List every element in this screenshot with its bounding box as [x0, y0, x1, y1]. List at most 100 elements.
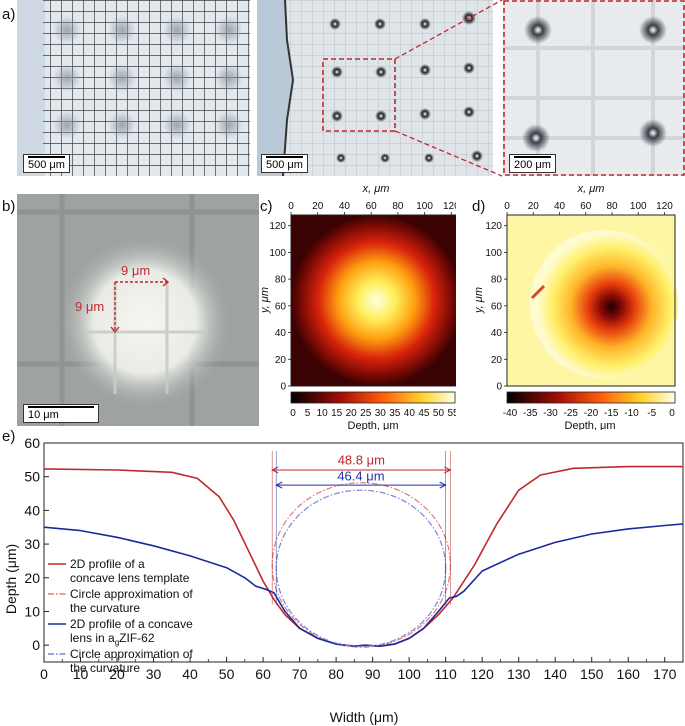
scale-bar-b: 10 μm: [23, 404, 99, 423]
micrograph-grid-template: 500 μm: [17, 0, 250, 176]
c-colorbar-tick-label: 35: [389, 408, 401, 419]
d-x-axis-label: x, μm: [577, 183, 605, 195]
series-circle-fit-3: [275, 489, 447, 648]
c-x-tick-label: 80: [392, 201, 404, 212]
legend-label-line1: 2D profile of a concave: [70, 617, 193, 631]
c-colorbar-tick-label: 0: [290, 408, 296, 419]
d-x-tick-label: 0: [504, 201, 510, 212]
zoom-connector-lines: [394, 0, 503, 177]
series-circle-fit-1: [271, 482, 452, 648]
x-tick-label: 20: [109, 666, 125, 682]
d-colorbar-tick-label: -40: [503, 408, 518, 419]
c-colorbar-tick-label: 50: [433, 408, 445, 419]
c-colorbar-label: Depth, μm: [348, 420, 399, 430]
y-tick-label: 50: [24, 469, 40, 485]
scale-bar-a3: 200 μm: [509, 154, 556, 173]
d-y-tick-label: 20: [491, 355, 503, 366]
x-tick-label: 100: [397, 666, 421, 682]
d-y-tick-label: 40: [491, 328, 503, 339]
series-profile-2: [43, 523, 684, 647]
d-colorbar-tick-label: -15: [604, 408, 619, 419]
d-colorbar-tick-label: -10: [624, 408, 639, 419]
legend-label-line2: concave lens template: [70, 571, 190, 585]
colorbar-d: [506, 391, 676, 404]
micrograph-zoomed: 200 μm: [503, 0, 685, 176]
micrograph-single-lens: 9 μm 9 μm 10 μm: [17, 194, 259, 426]
colorbar-c: [290, 391, 456, 404]
x-tick-label: 170: [653, 666, 677, 682]
c-y-tick-label: 0: [280, 382, 286, 393]
c-y-tick-label: 80: [275, 275, 287, 286]
depth-profile-chart: 0 10 20 30 40 50 60 70 80 90 100 110 120 130 140 150 160…: [3, 436, 684, 725]
heatmap-d: 0 20 40 60 80 100 120 0 20 40 60 80 100 120 x, μm y,…: [473, 183, 678, 430]
panel-label-b: b): [2, 198, 16, 215]
zoomed-lens-image: [503, 0, 685, 176]
d-y-tick-label: 120: [485, 221, 502, 232]
d-x-tick-label: 120: [656, 201, 673, 212]
b-vertical-dim: 9 μm: [75, 299, 104, 314]
c-y-tick-label: 60: [275, 301, 287, 312]
c-y-tick-label: 40: [275, 328, 287, 339]
d-colorbar-tick-label: 0: [669, 408, 675, 419]
x-tick-label: 110: [434, 666, 457, 682]
legend-label-line2: the curvature: [70, 661, 140, 675]
c-x-tick-label: 20: [312, 201, 324, 212]
b-horizontal-dim: 9 μm: [121, 263, 150, 278]
d-colorbar-tick-label: -30: [543, 408, 558, 419]
legend-label-line2: lens in agZIF-62: [70, 631, 155, 647]
d-y-tick-label: 60: [491, 301, 503, 312]
y-tick-label: 60: [24, 436, 40, 451]
c-x-tick-label: 100: [416, 201, 433, 212]
x-tick-label: 120: [470, 666, 494, 682]
x-tick-label: 50: [219, 666, 235, 682]
zoom-region-box: [322, 58, 396, 132]
d-colorbar-tick-label: -25: [564, 408, 579, 419]
micrograph-lens-array: 500 μm: [257, 0, 493, 176]
d-x-tick-label: 100: [630, 201, 647, 212]
y-tick-label: 30: [24, 536, 40, 552]
c-colorbar-tick-label: 20: [346, 408, 358, 419]
legend-label-line1: Circle approximation of: [70, 587, 193, 601]
d-y-axis-label: y, μm: [473, 287, 485, 314]
single-lens-image: 9 μm 9 μm: [17, 194, 259, 426]
panel-label-c: c): [260, 198, 273, 215]
x-tick-label: 70: [292, 666, 308, 682]
d-colorbar-label: Depth, μm: [565, 420, 616, 430]
d-x-tick-label: 80: [606, 201, 618, 212]
x-tick-label: 0: [40, 666, 48, 682]
d-colorbar-tick-label: -5: [647, 408, 656, 419]
x-tick-label: 140: [544, 666, 568, 682]
x-tick-label: 160: [617, 666, 641, 682]
annotation-label: 48.8 μm: [338, 453, 385, 468]
chart-y-axis-label: Depth (μm): [3, 544, 19, 614]
c-x-tick-label: 0: [288, 201, 294, 212]
chart-frame: [43, 442, 684, 663]
c-colorbar-tick-label: 40: [404, 408, 416, 419]
c-y-tick-label: 20: [275, 355, 287, 366]
c-x-tick-label: 40: [339, 201, 351, 212]
y-tick-label: 10: [24, 603, 40, 619]
c-y-tick-label: 120: [269, 221, 286, 232]
d-colorbar-tick-label: -20: [584, 408, 599, 419]
scale-bar-a1: 500 μm: [23, 154, 70, 173]
panel-label-e: e): [2, 428, 16, 445]
y-tick-label: 20: [24, 570, 40, 586]
d-x-tick-label: 40: [554, 201, 566, 212]
d-y-tick-label: 80: [491, 275, 503, 286]
panel-label-a: a): [2, 6, 16, 23]
d-y-tick-label: 100: [485, 248, 502, 259]
c-y-axis-label: y, μm: [259, 287, 271, 314]
legend-label-line2: the curvature: [70, 601, 140, 615]
d-y-tick-label: 0: [496, 382, 502, 393]
c-colorbar-tick-label: 25: [360, 408, 372, 419]
x-tick-label: 130: [507, 666, 531, 682]
y-tick-label: 40: [24, 502, 40, 518]
legend-label-line1: Circle approximation of: [70, 647, 193, 661]
c-y-tick-label: 100: [269, 248, 286, 259]
d-x-tick-label: 60: [580, 201, 592, 212]
x-tick-label: 90: [365, 666, 381, 682]
c-colorbar-tick-label: 55: [447, 408, 456, 419]
chart-x-axis-label: Width (μm): [330, 709, 399, 725]
legend-label-line1: 2D profile of a: [70, 557, 145, 571]
